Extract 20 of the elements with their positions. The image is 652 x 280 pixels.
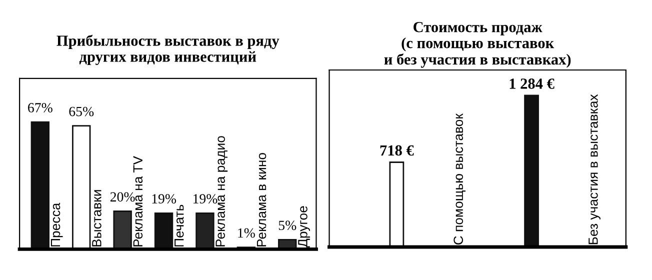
data-label: 19% xyxy=(193,194,218,204)
x-tick-label: Выставки xyxy=(92,190,102,246)
chart-title: Прибыльность выставок в ряду других видов инвестиций xyxy=(56,34,280,66)
data-label: 19% xyxy=(152,194,176,204)
x-tick-label: Реклама на TV xyxy=(133,156,143,246)
x-tick-label: Печать xyxy=(174,204,184,246)
x-tick-label: Реклама в кино xyxy=(256,153,266,246)
data-label: 20% xyxy=(110,192,135,202)
chart-title: Стоимость продаж (с помощью выставок и без участия в выставках) xyxy=(384,22,571,68)
data-label: 65% xyxy=(69,106,94,116)
x-tick-label: Пресса xyxy=(50,202,63,246)
x-tick-label: С помощью выставок xyxy=(454,113,466,245)
data-label: 67% xyxy=(28,103,52,112)
data-label: 5% xyxy=(278,220,296,230)
data-label: 1% xyxy=(238,228,255,238)
x-tick-label: Другое xyxy=(298,206,310,248)
x-tick-label: Без участия в выставках xyxy=(588,94,600,244)
data-label: 1 284 € xyxy=(510,78,554,89)
data-label: 718 € xyxy=(380,145,414,156)
x-tick-label: Реклама на радио xyxy=(216,136,228,246)
